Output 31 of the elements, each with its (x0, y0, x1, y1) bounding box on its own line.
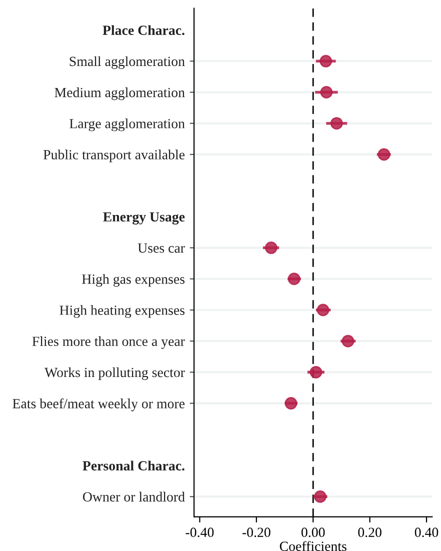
x-axis-title: Coefficients (280, 541, 346, 551)
point (316, 304, 330, 316)
y-tick-label: Personal Charac. (82, 460, 184, 471)
point (320, 86, 333, 98)
y-tick-label: High gas expenses (82, 274, 185, 287)
y-tick-label: Uses car (138, 244, 185, 253)
y-tick-label: Eats beef/meat weekly or more (12, 398, 185, 412)
point (330, 117, 343, 130)
point (264, 242, 278, 254)
point (342, 334, 354, 348)
point (314, 490, 326, 503)
point (310, 366, 322, 378)
y-tick-label: Energy Usage (103, 212, 185, 224)
x-tick-label: 0.40 (414, 528, 438, 538)
y-tick-label: Flies more than once a year (32, 336, 185, 349)
x-tick-label: 0.20 (358, 528, 382, 538)
y-tick-label: Large agglomeration (70, 118, 185, 132)
x-tick-label: -0.20 (242, 528, 270, 538)
point (320, 54, 332, 68)
point (378, 148, 390, 161)
point (288, 272, 300, 286)
y-tick-label: Small agglomeration (70, 56, 185, 69)
y-tick-label: Works in polluting sector (44, 367, 185, 380)
y-tick-label: Public transport available (43, 150, 185, 162)
y-tick-label: High heating expenses (60, 305, 185, 318)
x-tick-label: -0.40 (186, 528, 214, 538)
y-tick-label: Owner or landlord (82, 492, 185, 502)
y-tick-label: Medium agglomeration (54, 87, 185, 100)
x-tick-label: 0.00 (301, 528, 325, 538)
point (284, 397, 298, 410)
y-tick-label: Place Charac. (102, 25, 184, 36)
